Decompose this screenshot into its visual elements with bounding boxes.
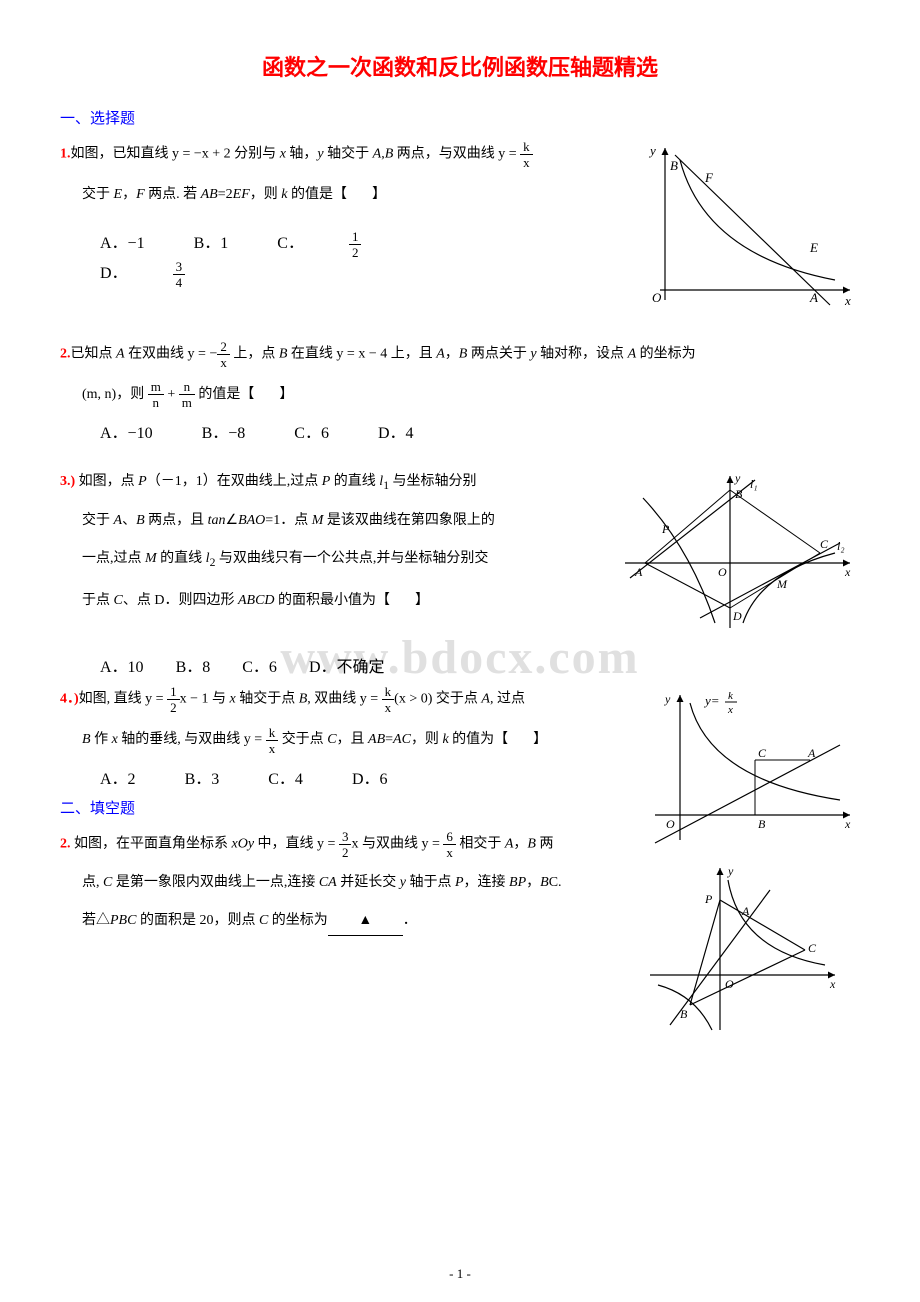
q1-optD: D．34 (100, 259, 275, 289)
svg-text:B: B (735, 487, 743, 501)
q1-optB: B．1 (194, 229, 229, 253)
svg-text:l₁: l₁ (750, 477, 758, 491)
q1-figure: O x y B F E A (640, 140, 860, 315)
svg-text:y: y (734, 471, 741, 485)
page-title: 函数之一次函数和反比例函数压轴题精选 (60, 50, 860, 82)
svg-text:A: A (809, 290, 818, 305)
page-number: - 1 - (449, 1266, 471, 1282)
svg-text:C: C (758, 746, 767, 760)
svg-text:B: B (670, 158, 678, 173)
q1-num: 1. (60, 147, 71, 162)
svg-text:x: x (844, 565, 851, 579)
problem-2: 2.已知点 A 在双曲线 y = −2x 上，点 B 在直线 y = x − 4… (60, 340, 860, 369)
svg-text:B: B (758, 817, 766, 831)
svg-text:k: k (728, 690, 734, 702)
svg-text:A: A (741, 904, 750, 918)
svg-text:l₂: l₂ (837, 539, 845, 553)
svg-text:O: O (725, 977, 734, 991)
q1-optA: A．−1 (100, 229, 145, 253)
svg-text:A: A (634, 565, 643, 579)
svg-text:y: y (664, 692, 671, 706)
svg-text:x: x (727, 704, 733, 716)
svg-text:y: y (648, 143, 656, 158)
problem-2b: 2. 如图，在平面直角坐标系 xOy 中，直线 y = 32x 与双曲线 y =… (60, 830, 640, 859)
svg-text:A: A (807, 746, 816, 760)
q1-optC: C．12 (277, 229, 451, 259)
svg-text:y: y (727, 864, 734, 878)
q4-q2b-figures: O x y B C A y= k x O (640, 685, 860, 1035)
q1-t1: 如图，已知直线 y = −x + 2 分别与 (71, 147, 280, 162)
svg-text:D: D (732, 609, 742, 623)
svg-text:C: C (808, 941, 817, 955)
svg-text:P: P (704, 892, 713, 906)
svg-text:E: E (809, 240, 818, 255)
section-header-2: 二、填空题 (60, 797, 640, 818)
svg-text:O: O (666, 817, 675, 831)
svg-text:C: C (820, 537, 829, 551)
svg-text:M: M (776, 577, 788, 591)
section-header-1: 一、选择题 (60, 107, 860, 128)
svg-text:x: x (844, 817, 851, 831)
problem-4: 4．)如图, 直线 y = 12x − 1 与 x 轴交于点 B, 双曲线 y … (60, 685, 860, 1035)
problem-1: 1.如图，已知直线 y = −x + 2 分别与 x 轴，y 轴交于 A,B 两… (60, 140, 860, 315)
svg-text:O: O (652, 290, 662, 305)
svg-text:x: x (844, 293, 851, 308)
problem-3: 3.) 如图，点 P（－1，1）在双曲线上,过点 P 的直线 l1 与坐标轴分别… (60, 468, 860, 638)
svg-text:y=: y= (703, 693, 720, 708)
svg-text:B: B (680, 1007, 688, 1021)
svg-text:F: F (704, 170, 714, 185)
svg-text:x: x (829, 977, 836, 991)
svg-text:P: P (661, 522, 670, 536)
svg-text:O: O (718, 565, 727, 579)
q3-figure: O x y A B P C D M l₁ l₂ (615, 468, 860, 638)
